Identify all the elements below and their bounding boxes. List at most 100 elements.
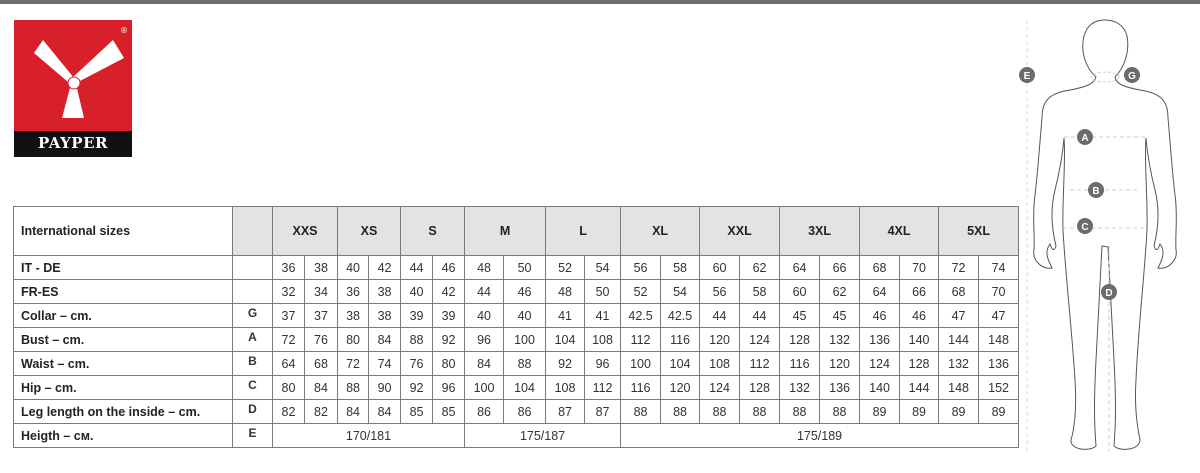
size-value: 46 [432, 255, 466, 280]
size-value: 108 [699, 351, 741, 376]
table-row: Bust – cm. A 72 76 80 84 88 92 96 100 104 108 112 116… [13, 327, 1020, 352]
size-value: 50 [584, 279, 622, 304]
size-value: 92 [400, 375, 434, 400]
size-value: 37 [303, 303, 339, 328]
size-value: 36 [337, 279, 370, 304]
body-measurement-figure: E G A B C D [1019, 19, 1177, 452]
logo-red-panel: ® [14, 20, 132, 131]
size-value: 100 [620, 351, 662, 376]
size-value: 88 [699, 399, 741, 424]
size-value: 80 [432, 351, 466, 376]
measure-letter: E [232, 423, 273, 448]
size-value: 112 [620, 327, 662, 352]
size-value: 42 [432, 279, 466, 304]
measure-letter [232, 279, 273, 304]
size-value: 104 [660, 351, 701, 376]
size-value: 89 [859, 399, 901, 424]
size-value: 87 [545, 399, 586, 424]
size-value: 48 [545, 279, 586, 304]
size-value: 40 [400, 279, 434, 304]
size-value: 84 [464, 351, 505, 376]
size-value: 41 [545, 303, 586, 328]
size-value: 112 [739, 351, 781, 376]
size-value: 52 [545, 255, 586, 280]
size-value: 84 [368, 327, 402, 352]
height-row: Heigth – cм. E 170/181 175/187 175/189 [13, 423, 1020, 448]
size-value: 47 [978, 303, 1020, 328]
marker-c: C [1077, 218, 1093, 234]
size-header-3xl: 3XL [779, 206, 861, 256]
size-value: 72 [938, 255, 980, 280]
row-label: FR-ES [13, 279, 233, 304]
size-header-xs: XS [337, 206, 402, 256]
svg-text:E: E [1024, 71, 1031, 82]
size-value: 64 [272, 351, 305, 376]
size-value: 38 [303, 255, 339, 280]
size-value: 56 [620, 255, 662, 280]
size-value: 38 [337, 303, 370, 328]
size-value: 40 [464, 303, 505, 328]
size-value: 44 [739, 303, 781, 328]
size-header-s: S [400, 206, 466, 256]
header-row: International sizes XXS XS S M L XL XXL 3XL 4XL 5X… [13, 206, 1020, 256]
marker-a: A [1077, 129, 1093, 145]
size-value: 72 [272, 327, 305, 352]
size-value: 58 [739, 279, 781, 304]
row-label: IT - DE [13, 255, 233, 280]
size-value: 124 [739, 327, 781, 352]
size-value: 88 [400, 327, 434, 352]
size-value: 92 [545, 351, 586, 376]
size-value: 45 [779, 303, 821, 328]
size-value: 37 [272, 303, 305, 328]
size-value: 136 [859, 327, 901, 352]
size-value: 46 [859, 303, 901, 328]
marker-b: B [1088, 182, 1104, 198]
size-value: 62 [739, 255, 781, 280]
table-row: IT - DE 36 38 40 42 44 46 48 50 52 54 56 58 60 62 64 66 6… [13, 255, 1020, 280]
size-value: 50 [503, 255, 547, 280]
size-value: 84 [337, 399, 370, 424]
size-value: 112 [584, 375, 622, 400]
row-label: Leg length on the inside – cm. [13, 399, 233, 424]
size-value: 88 [779, 399, 821, 424]
size-value: 54 [660, 279, 701, 304]
size-value: 80 [272, 375, 305, 400]
size-value: 40 [503, 303, 547, 328]
measure-letter: B [232, 351, 273, 376]
size-value: 89 [938, 399, 980, 424]
size-value: 84 [368, 399, 402, 424]
size-value: 74 [978, 255, 1020, 280]
size-value: 100 [464, 375, 505, 400]
size-value: 120 [819, 351, 861, 376]
size-value: 96 [432, 375, 466, 400]
size-value: 66 [899, 279, 940, 304]
size-value: 116 [779, 351, 821, 376]
size-value: 42 [368, 255, 402, 280]
size-value: 48 [464, 255, 505, 280]
svg-text:A: A [1081, 133, 1088, 144]
size-value: 64 [779, 255, 821, 280]
row-label: Waist – cm. [13, 351, 233, 376]
size-value: 108 [545, 375, 586, 400]
size-value: 100 [503, 327, 547, 352]
size-value: 32 [272, 279, 305, 304]
row-label: Hip – cm. [13, 375, 233, 400]
payper-logo: ® PAYPER [14, 20, 132, 157]
size-value: 132 [938, 351, 980, 376]
size-value: 42.5 [620, 303, 662, 328]
size-value: 36 [272, 255, 305, 280]
size-value: 70 [978, 279, 1020, 304]
size-header-xl: XL [620, 206, 701, 256]
size-value: 58 [660, 255, 701, 280]
size-value: 96 [464, 327, 505, 352]
marker-e: E [1019, 67, 1035, 83]
svg-text:D: D [1105, 288, 1112, 299]
size-value: 60 [779, 279, 821, 304]
size-value: 39 [432, 303, 466, 328]
header-letter-cell [232, 206, 273, 256]
size-value: 82 [303, 399, 339, 424]
marker-d: D [1101, 284, 1117, 300]
size-value: 144 [899, 375, 940, 400]
table-row: Leg length on the inside – cm. D 82 82 84 84 8… [13, 399, 1020, 424]
measure-letter: G [232, 303, 273, 328]
